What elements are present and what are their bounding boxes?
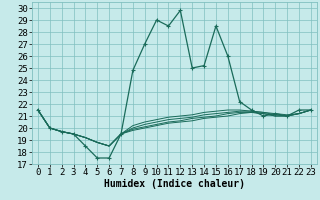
X-axis label: Humidex (Indice chaleur): Humidex (Indice chaleur) (104, 179, 245, 189)
